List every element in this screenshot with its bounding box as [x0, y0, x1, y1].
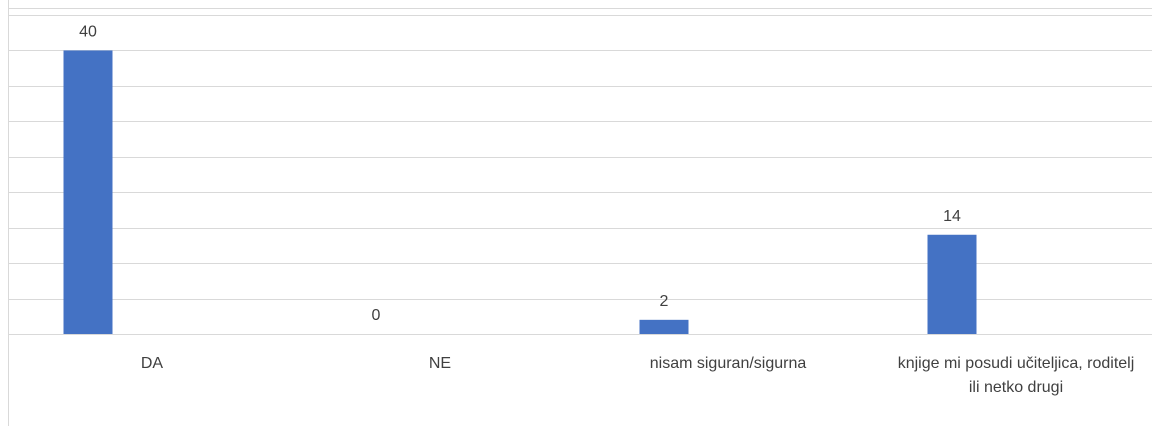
bar: [927, 234, 977, 334]
x-tick-label: knjige mi posudi učiteljica, roditelj il…: [897, 355, 1135, 396]
bar: [63, 50, 113, 334]
data-label: 14: [943, 208, 961, 225]
bar: [639, 319, 689, 334]
data-label: 2: [660, 293, 669, 310]
data-label: 0: [372, 307, 381, 324]
data-label: 40: [79, 23, 97, 40]
x-tick-label: NE: [428, 355, 452, 372]
x-tick-label: DA: [140, 355, 164, 372]
x-tick-label: nisam siguran/sigurna: [649, 355, 807, 372]
